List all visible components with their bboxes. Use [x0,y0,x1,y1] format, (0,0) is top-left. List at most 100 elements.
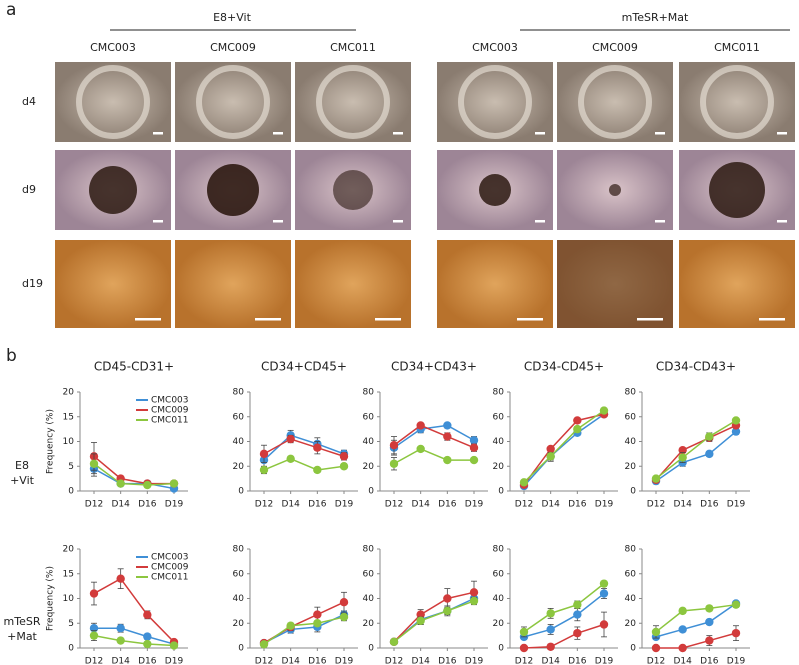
legend-label: CMC003 [151,553,189,563]
y-tick-label: 40 [363,594,375,604]
x-tick-label: D12 [255,657,273,665]
marker [339,462,349,471]
y-tick-label: 20 [363,462,375,472]
x-tick-label: D19 [595,657,614,665]
scale-bar [637,318,663,321]
marker [143,632,152,641]
row-label: +Vit [10,474,35,487]
series-line [523,413,605,486]
marker [259,449,269,459]
colony [196,65,270,139]
marker [469,436,479,445]
scale-bar [135,318,161,321]
marker [339,598,349,607]
y-tick-label: 20 [625,462,637,472]
y-tick-label: 0 [630,644,636,654]
y-tick-label: 40 [493,594,505,604]
series-line [393,448,474,465]
marker [259,640,269,649]
scale-bar [655,132,665,135]
marker [599,579,609,588]
y-tick-label: 20 [233,462,245,472]
panel-label: b [6,346,17,366]
y-tick-label: 60 [363,569,375,579]
x-tick-label: D14 [111,657,130,665]
column-label: CMC011 [330,41,376,54]
micrograph [437,62,553,142]
marker [469,596,479,606]
micrograph [55,62,171,142]
marker [416,616,425,625]
micrograph [679,62,795,142]
series-line [523,592,605,638]
series-line [656,632,737,649]
panel-label: a [6,0,16,20]
y-tick-label: 40 [625,594,637,604]
y-tick-label: 60 [625,569,637,579]
y-tick-label: 15 [63,412,74,422]
y-tick-label: 0 [630,487,636,497]
y-tick-label: 20 [493,462,505,472]
marker [651,627,661,637]
colony [333,170,373,210]
row-label: d19 [22,277,43,290]
y-tick-label: 20 [493,619,505,629]
series-line [655,431,737,482]
series-line [655,602,737,638]
x-tick-label: D12 [385,500,403,510]
marker [678,625,687,634]
legend-label: CMC003 [151,396,189,406]
x-tick-label: D12 [85,500,103,510]
x-tick-label: D14 [281,657,300,665]
y-tick-label: 0 [238,644,244,654]
row-label: +Mat [7,630,37,643]
marker [573,416,582,425]
marker [143,610,152,620]
y-tick-label: 20 [63,388,75,398]
x-tick-label: D19 [465,500,484,510]
y-tick-label: 0 [68,487,74,497]
marker [389,637,399,647]
row-label: d9 [22,183,36,196]
y-tick-label: 0 [68,644,74,654]
marker [599,589,609,598]
micrograph [295,62,411,142]
group-label: E8+Vit [213,11,252,24]
y-tick-label: 60 [233,569,245,579]
legend-label: CMC011 [151,573,189,583]
marker [339,612,349,622]
series-line [93,455,174,485]
y-tick-label: 80 [493,545,505,555]
scale-bar [777,132,787,135]
series-line [263,616,345,645]
x-tick-label: D19 [727,657,746,665]
y-tick-label: 60 [233,412,245,422]
marker [286,621,295,630]
marker [259,465,269,475]
series-line [523,583,605,633]
x-tick-label: D16 [438,500,457,510]
marker [313,619,322,628]
chart-title: CD45-CD31+ [94,360,174,374]
y-tick-label: 5 [68,619,74,629]
column-label: CMC009 [210,41,256,54]
x-tick-label: D16 [700,657,719,665]
marker [286,434,295,444]
colony [458,65,532,139]
y-tick-label: 10 [63,594,75,604]
y-tick-label: 40 [493,437,505,447]
marker [389,459,399,468]
colony [76,65,150,139]
series-line [655,419,737,480]
y-tick-label: 60 [625,412,637,422]
series-line [93,468,175,490]
scale-bar [655,220,665,223]
marker [519,627,529,637]
legend-label: CMC009 [151,563,189,573]
colony [207,164,259,216]
x-tick-label: D16 [438,657,457,665]
series-line [655,424,737,481]
marker [116,624,125,633]
y-tick-label: 0 [238,487,244,497]
marker [143,639,152,649]
